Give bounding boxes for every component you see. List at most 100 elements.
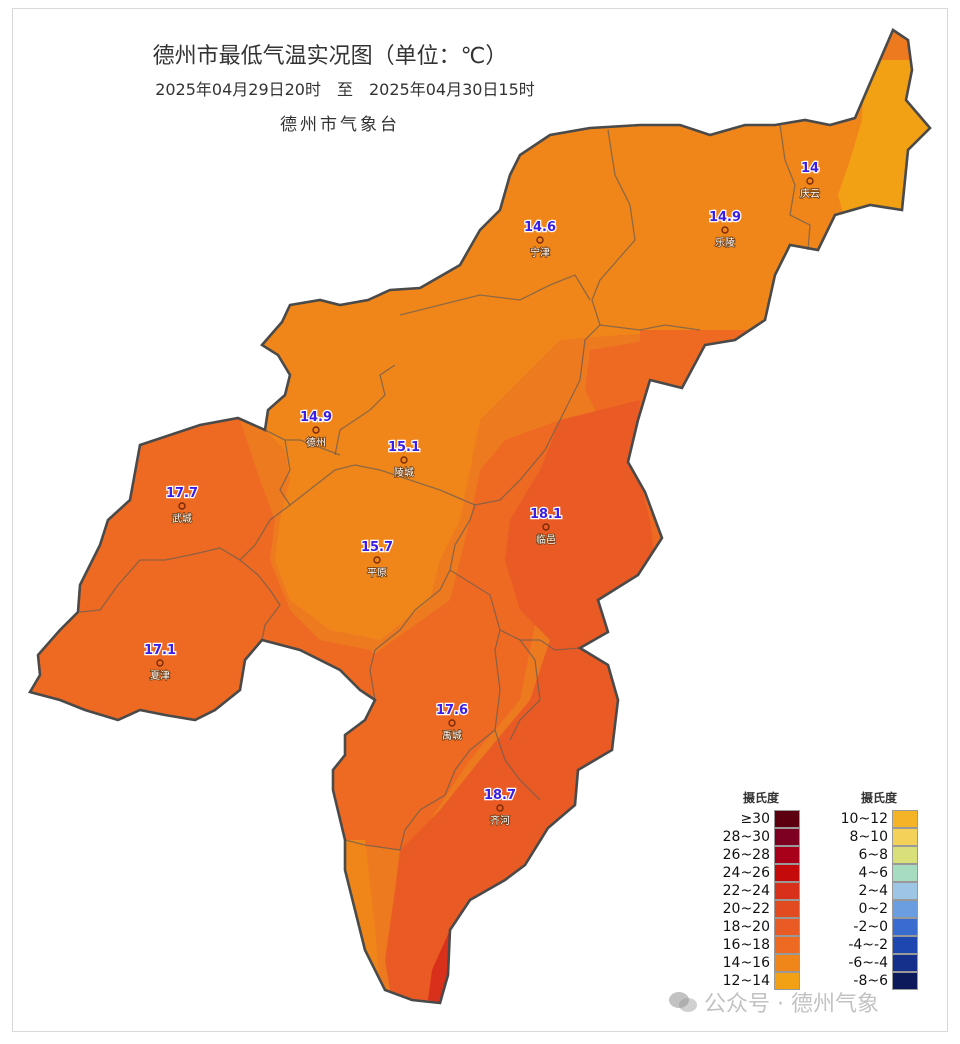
- station-dot: [806, 177, 814, 185]
- station-value: 14.9: [300, 410, 332, 425]
- legend-swatch: [774, 972, 800, 990]
- station-marker: 17.1 夏津: [143, 642, 178, 683]
- station-dot: [312, 426, 320, 434]
- station-marker: 17.6 禹城: [435, 702, 470, 743]
- legend-label: 4~6: [858, 865, 888, 881]
- legend-swatch: [774, 882, 800, 900]
- station-name: 禹城: [442, 729, 462, 742]
- legend-swatch: [892, 882, 918, 900]
- legend-swatch: [774, 810, 800, 828]
- station-name: 宁津: [530, 246, 550, 259]
- legend-row: 14~16: [700, 954, 800, 972]
- legend-swatch: [774, 846, 800, 864]
- legend-row: 26~28: [700, 846, 800, 864]
- legend-swatch: [892, 918, 918, 936]
- station-name: 乐陵: [715, 237, 735, 249]
- station-name: 陵城: [394, 467, 414, 479]
- legend-right: 摄氏度 10~12 8~10 6~8 4~6 2~4 0~2 -2~0 -4~-2 -6~-4 -…: [818, 786, 918, 990]
- station-dot: [448, 719, 456, 727]
- legend-swatch: [774, 936, 800, 954]
- legend-unit-left: 摄氏度: [742, 791, 779, 805]
- legend-row: 22~24: [700, 882, 800, 900]
- legend-swatch: [892, 846, 918, 864]
- station-name: 临邑: [536, 533, 556, 546]
- legend-swatch: [892, 900, 918, 918]
- legend-swatch: [774, 828, 800, 846]
- station-dot: [536, 236, 544, 244]
- watermark: 公众号 · 德州气象: [668, 986, 879, 1018]
- station-dot: [542, 523, 550, 531]
- legend-label: 12~14: [722, 973, 770, 989]
- station-dot: [721, 226, 729, 234]
- station-dot: [496, 804, 504, 812]
- legend-row: 6~8: [818, 846, 918, 864]
- legend-label: 22~24: [722, 883, 770, 899]
- zone-18-20: [385, 400, 655, 1003]
- legend-row: ≥30: [700, 810, 800, 828]
- legend-label: 20~22: [722, 901, 770, 917]
- station-dot: [373, 556, 381, 564]
- station-value: 14: [801, 161, 819, 176]
- legend-row: 24~26: [700, 864, 800, 882]
- legend-row: 4~6: [818, 864, 918, 882]
- station-name: 平原: [367, 567, 387, 579]
- legend-label: -2~0: [853, 919, 888, 935]
- legend-label: -8~6: [853, 973, 888, 989]
- legend-swatch: [892, 954, 918, 972]
- station-value: 18.1: [530, 507, 562, 522]
- station-dot: [400, 456, 408, 464]
- wechat-icon: [669, 992, 697, 1012]
- legend-label: 8~10: [849, 829, 888, 845]
- station-marker: 17.7 武城: [165, 485, 200, 526]
- station-name: 武城: [172, 512, 192, 525]
- station-marker: 14.9 乐陵: [708, 209, 743, 250]
- legend-label: -4~-2: [848, 937, 888, 953]
- station-value: 18.7: [484, 788, 516, 803]
- legend-label: 16~18: [722, 937, 770, 953]
- station-value: 14.9: [709, 210, 741, 225]
- station-marker: 14.9 德州: [299, 409, 334, 450]
- legend-swatch: [892, 972, 918, 990]
- legend-row: 20~22: [700, 900, 800, 918]
- legend-swatch: [774, 864, 800, 882]
- zone-16-18-north: [585, 340, 650, 420]
- legend-row: 0~2: [818, 900, 918, 918]
- legend-row: 12~14: [700, 972, 800, 990]
- station-marker: 15.1 陵城: [387, 439, 422, 480]
- legend-label: 14~16: [722, 955, 770, 971]
- legend-label: 28~30: [722, 829, 770, 845]
- station-name: 庆云: [800, 187, 820, 200]
- legend-label: -6~-4: [848, 955, 888, 971]
- station-marker: 14.6 宁津: [523, 219, 558, 260]
- station-marker: 18.7 齐河: [483, 787, 518, 828]
- legend-label: 6~8: [858, 847, 888, 863]
- legend-row: 2~4: [818, 882, 918, 900]
- station-value: 14.6: [524, 220, 556, 235]
- legend-row: -6~-4: [818, 954, 918, 972]
- legend-row: -2~0: [818, 918, 918, 936]
- legend-row: 10~12: [818, 810, 918, 828]
- legend-row: 16~18: [700, 936, 800, 954]
- station-value: 17.1: [144, 643, 176, 658]
- legend-label: 10~12: [840, 811, 888, 827]
- station-name: 德州: [306, 436, 326, 449]
- station-dot: [156, 659, 164, 667]
- map-title: 德州市最低气温实况图（单位：℃）: [152, 44, 508, 69]
- station-value: 15.7: [361, 540, 393, 555]
- legend-label: 0~2: [858, 901, 888, 917]
- station-value: 17.7: [166, 486, 198, 501]
- county-boundaries: [79, 124, 811, 851]
- legend-label: 2~4: [858, 883, 888, 899]
- station-dot: [178, 502, 186, 510]
- station-marker: 18.1 临邑: [529, 506, 564, 547]
- legend-label: 24~26: [722, 865, 770, 881]
- legend-row: 28~30: [700, 828, 800, 846]
- legend-swatch: [892, 828, 918, 846]
- legend-swatch: [892, 864, 918, 882]
- station-name: 齐河: [490, 814, 510, 827]
- station-value: 17.6: [436, 703, 468, 718]
- station-layer: 14 庆云 14.9 乐陵 14.6 宁津 14.9 德州 15.1 陵城 17.7 武城 18.1 临邑…: [143, 160, 821, 828]
- legend-swatch: [774, 954, 800, 972]
